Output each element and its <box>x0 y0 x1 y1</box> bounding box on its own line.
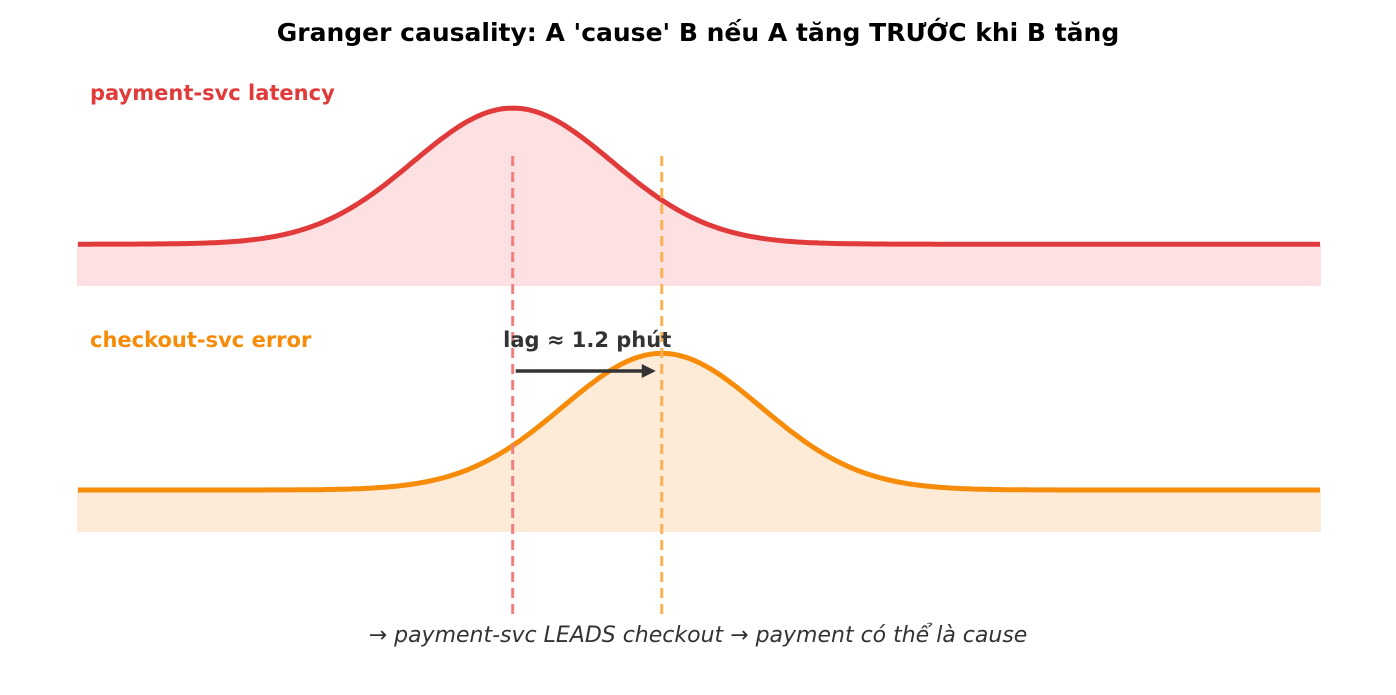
series-panel: checkout-svc error <box>77 328 1321 532</box>
series-label: checkout-svc error <box>90 328 312 352</box>
series-area <box>77 352 1321 532</box>
lag-markers <box>511 156 664 618</box>
lag-annotation: lag ≈ 1.2 phút <box>503 328 671 378</box>
series-line <box>78 350 1320 493</box>
series-panel: payment-svc latency <box>77 81 1321 286</box>
chart-caption: → payment-svc LEADS checkout → payment c… <box>369 623 1028 648</box>
series-label: payment-svc latency <box>90 81 335 105</box>
series-area <box>77 107 1321 286</box>
lag-label: lag ≈ 1.2 phút <box>503 328 671 352</box>
series-line <box>78 105 1320 247</box>
chart-title: Granger causality: A 'cause' B nếu A tăn… <box>277 17 1119 47</box>
series-panels: payment-svc latency checkout-svc error <box>77 81 1321 532</box>
lag-arrow-head <box>641 364 656 378</box>
